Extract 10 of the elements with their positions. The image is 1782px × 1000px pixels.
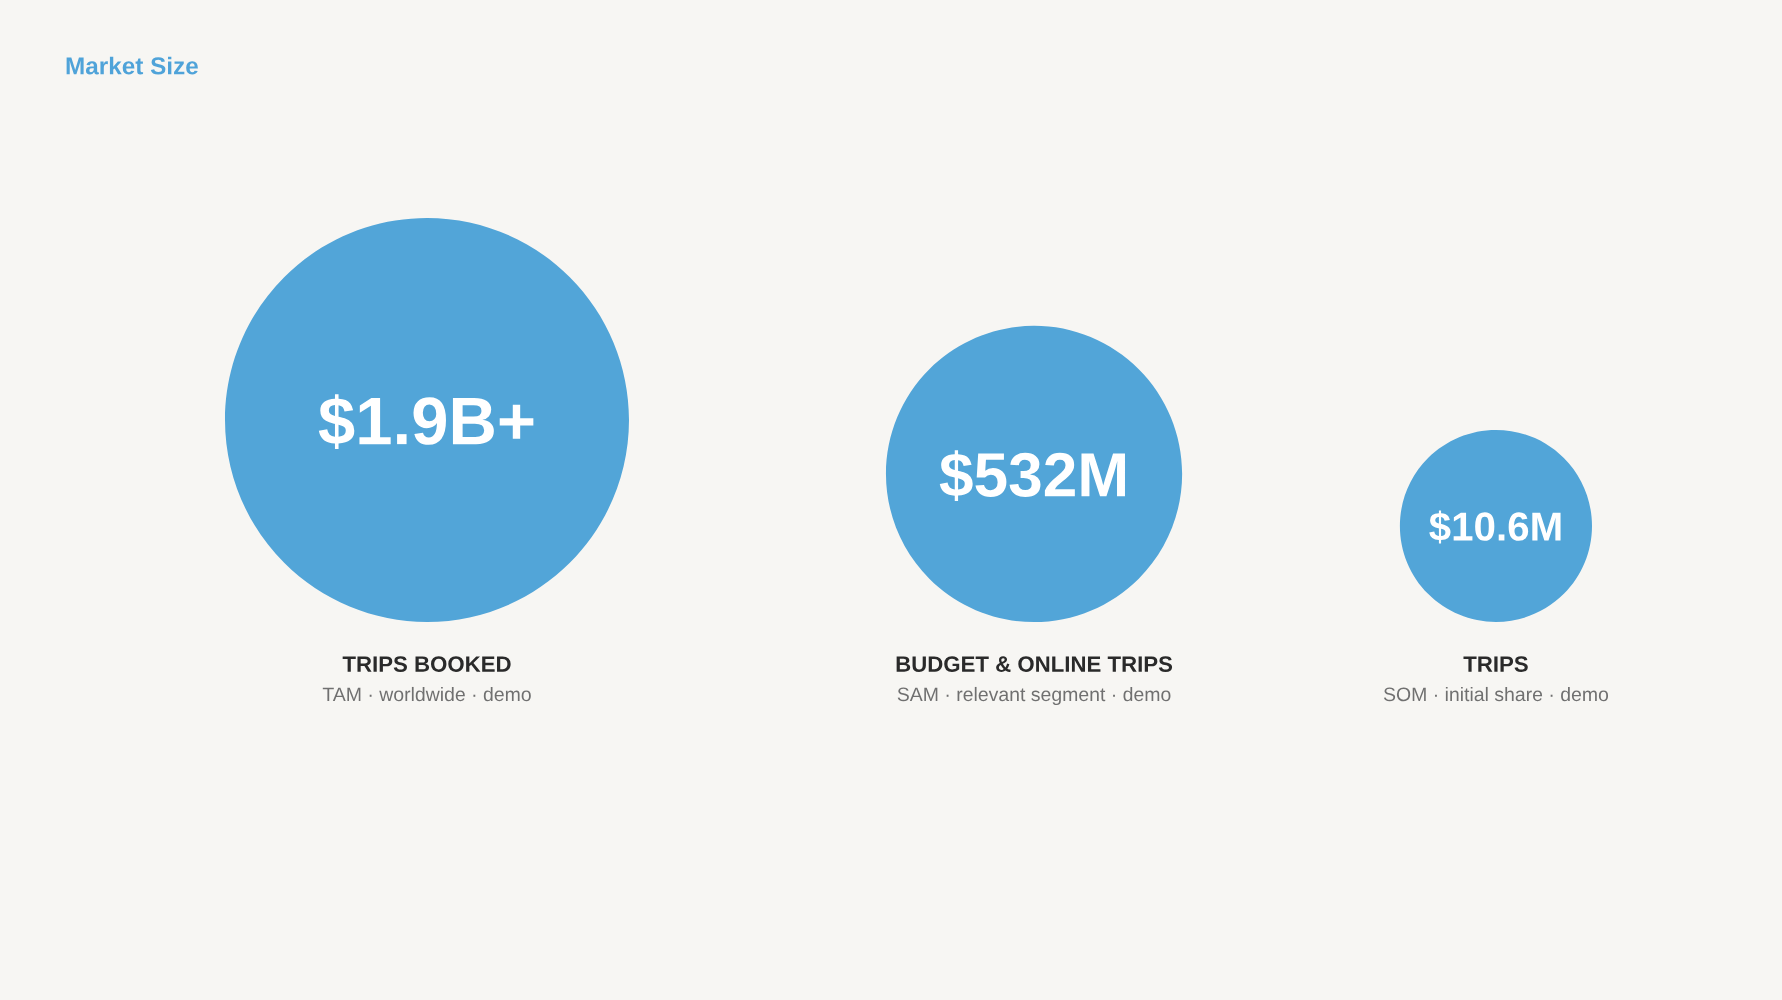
category-label: TRIPS BOOKED bbox=[342, 656, 511, 672]
data-label: $1.9B+ bbox=[318, 394, 534, 450]
text: TAM · worldwide · demo bbox=[322, 686, 531, 702]
category-label: TRIPS bbox=[1463, 656, 1528, 672]
category-label: BUDGET & ONLINE TRIPS bbox=[896, 656, 1173, 672]
text: SOM · initial share · demo bbox=[1383, 686, 1609, 702]
text: SAM · relevant segment · demo bbox=[897, 686, 1171, 706]
data-label: $10.6M bbox=[1429, 510, 1561, 544]
data-label: $532M bbox=[939, 450, 1125, 501]
text: Market Size bbox=[66, 56, 198, 75]
